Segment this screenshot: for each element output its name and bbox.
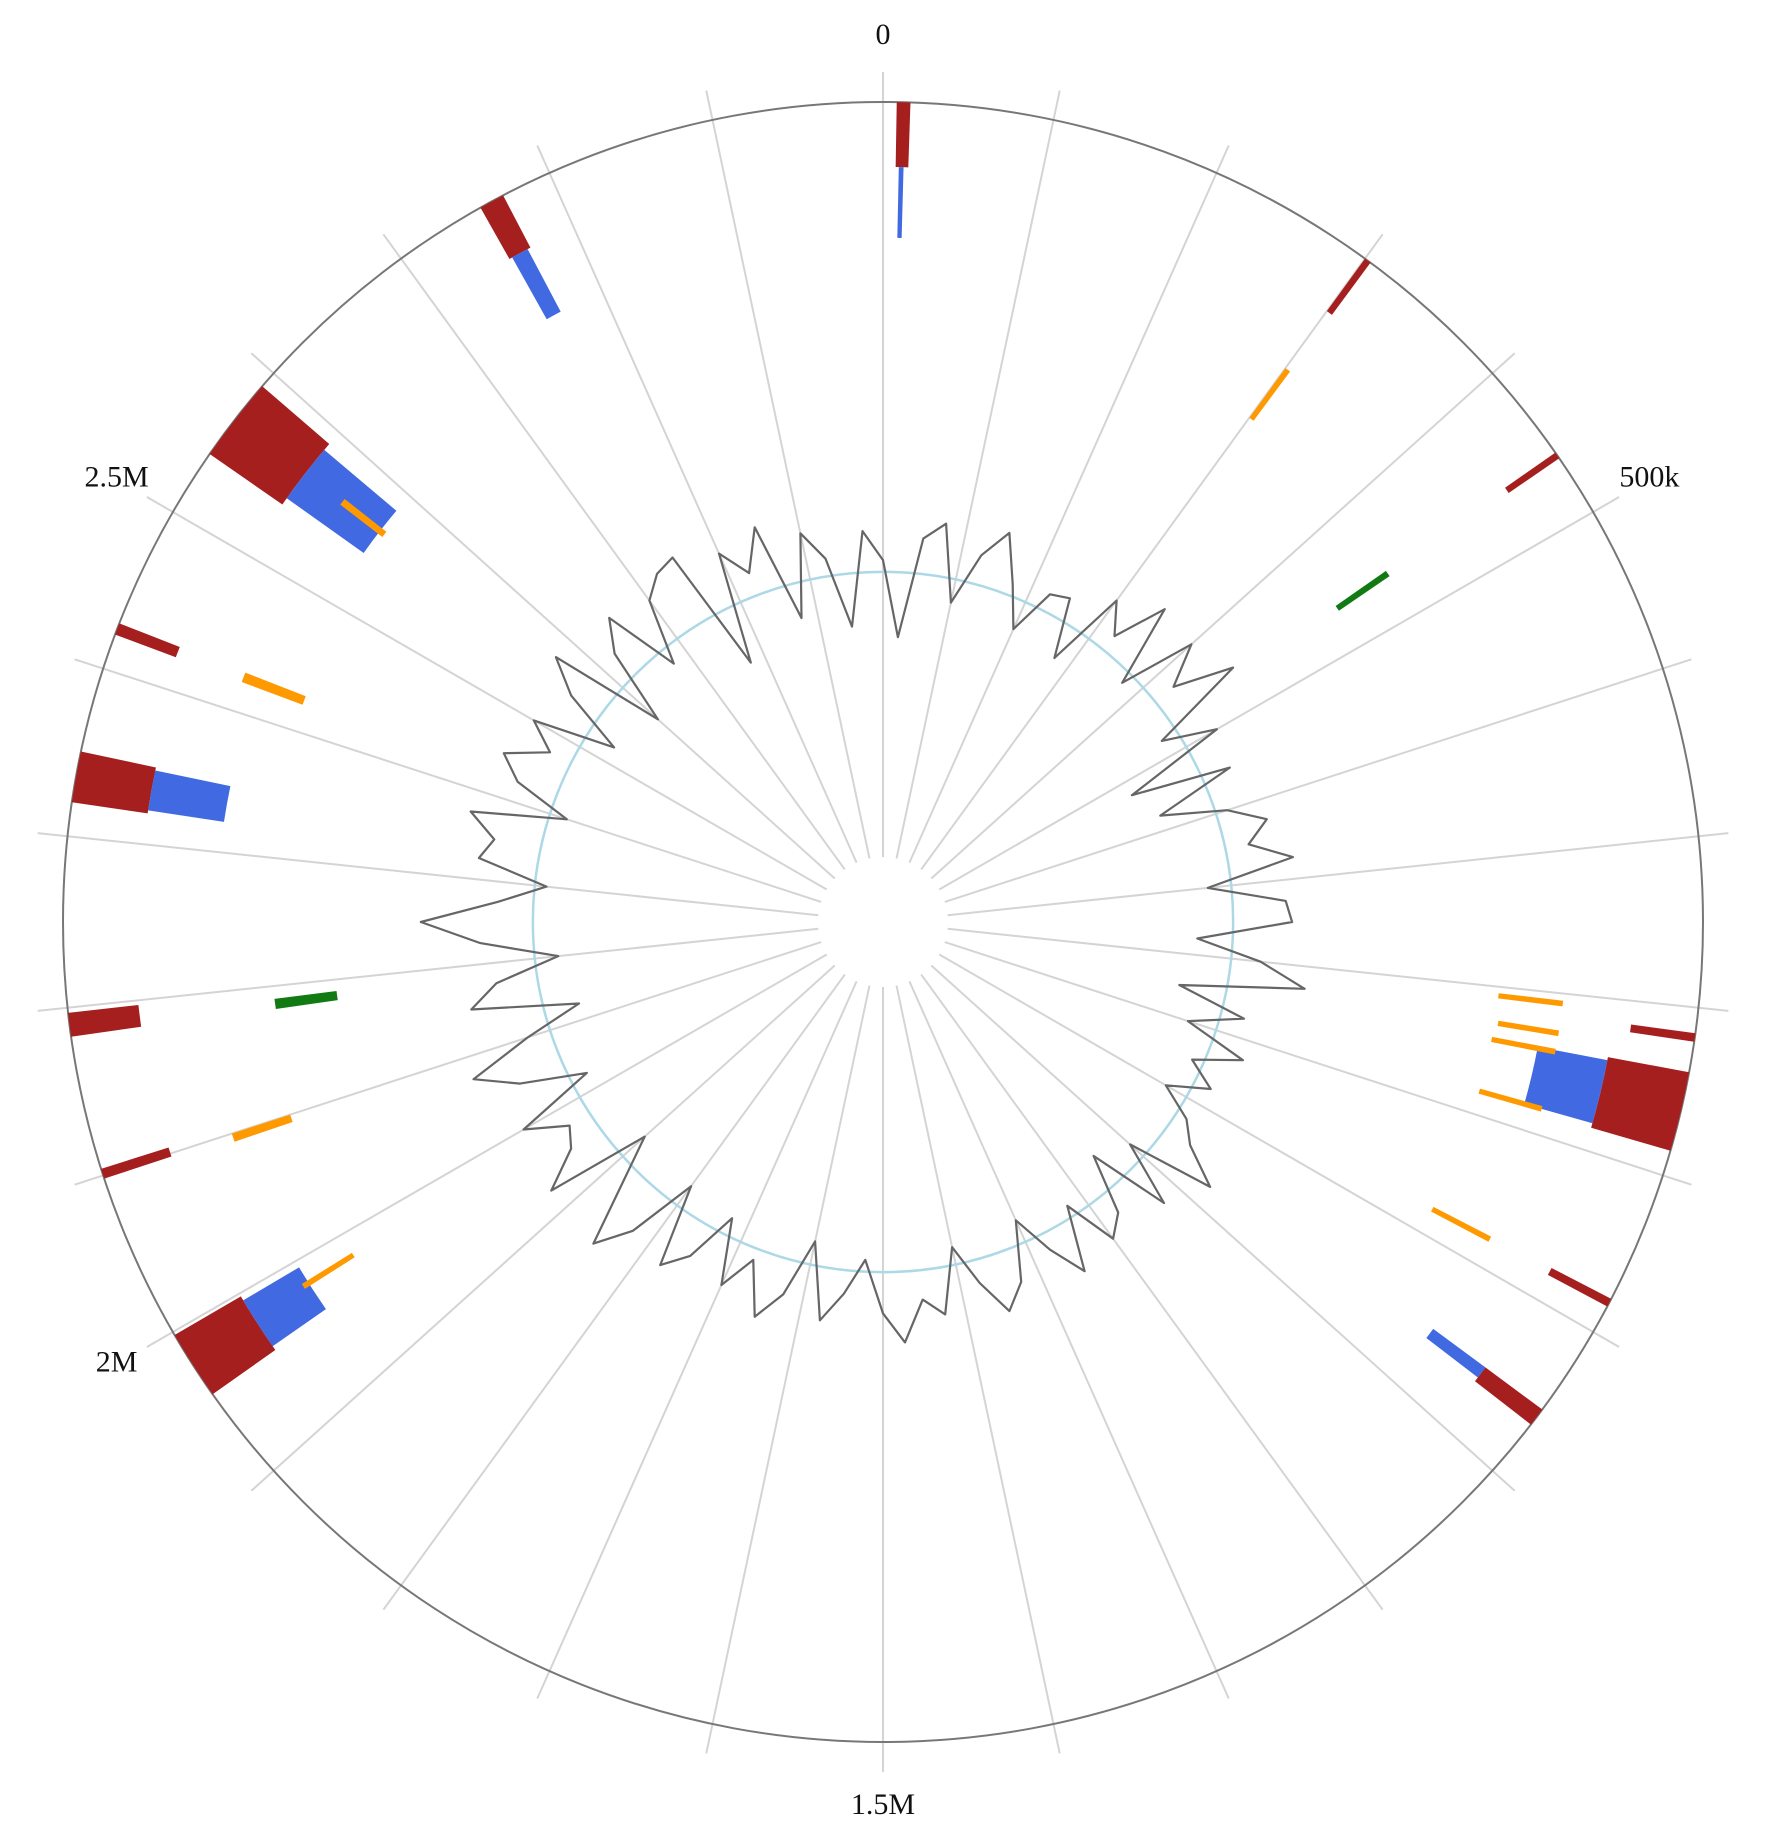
feature-0 [68, 1004, 142, 1037]
grid-spoke [74, 941, 822, 1186]
x-tick-label: 1.5M [851, 1788, 915, 1821]
x-tick-label: 2M [96, 1345, 138, 1378]
grid-spoke [536, 145, 858, 864]
feature-0 [174, 1296, 276, 1395]
feature-0 [101, 1147, 172, 1179]
feature-2 [340, 498, 387, 537]
feature-2 [241, 672, 306, 705]
feature-3 [274, 991, 338, 1010]
grid-spoke [37, 927, 819, 1012]
x-tick-label: 2.5M [84, 460, 148, 493]
baseline-circle [531, 570, 1235, 1274]
feature-0 [115, 623, 180, 658]
feature-0 [1474, 1367, 1543, 1425]
feature-3 [1335, 570, 1390, 611]
x-tick-label: 500k [1619, 460, 1679, 493]
feature-0 [1326, 258, 1371, 315]
feature-0 [1505, 452, 1560, 493]
feature-1 [148, 770, 231, 822]
feature-0 [1591, 1057, 1690, 1151]
feature-2 [1431, 1206, 1492, 1242]
grid-spoke [908, 980, 1230, 1699]
feature-2 [231, 1114, 293, 1142]
grid-spoke [947, 927, 1729, 1012]
grid-spoke [938, 953, 1620, 1348]
grid-spoke [382, 973, 846, 1611]
grid-spoke [705, 90, 871, 859]
grid-spoke [947, 832, 1729, 917]
feature-1 [1426, 1328, 1486, 1378]
grid-spoke [382, 233, 846, 871]
grid-spoke [37, 832, 819, 917]
grid-spoke [944, 941, 1692, 1186]
grid-spoke [146, 953, 828, 1348]
grid-spoke [930, 352, 1516, 880]
x-tick-label: 0 [876, 18, 891, 51]
grid-spoke [895, 90, 1061, 859]
grid-spoke [930, 964, 1516, 1492]
grid-spoke [920, 233, 1384, 871]
feature-2 [301, 1252, 355, 1289]
feature-0 [895, 102, 911, 168]
grid-spoke [250, 964, 836, 1492]
feature-0 [71, 751, 156, 814]
grid-spoke [920, 973, 1384, 1611]
line-track [419, 522, 1306, 1344]
feature-2 [1491, 1036, 1556, 1055]
feature-2 [1497, 1020, 1560, 1037]
outer-ring [62, 101, 1704, 1743]
grid-spoke [895, 985, 1061, 1754]
feature-1 [512, 249, 561, 320]
feature-0 [1629, 1024, 1696, 1042]
grid-spoke [938, 496, 1620, 891]
feature-2 [1498, 993, 1564, 1007]
grid-spoke [944, 658, 1692, 903]
feature-1 [897, 167, 904, 238]
grid-spoke [250, 352, 836, 880]
feature-1 [286, 449, 397, 553]
feature-0 [209, 386, 330, 505]
feature-1 [1524, 1046, 1608, 1124]
grid-spoke [146, 496, 828, 891]
grid-spoke [536, 980, 858, 1699]
feature-0 [1547, 1267, 1612, 1307]
feature-2 [1249, 368, 1291, 421]
feature-2 [1478, 1088, 1543, 1112]
grid-spoke [74, 658, 822, 903]
feature-0 [480, 195, 531, 260]
grid-spoke [705, 985, 871, 1754]
grid-spoke [908, 145, 1230, 864]
